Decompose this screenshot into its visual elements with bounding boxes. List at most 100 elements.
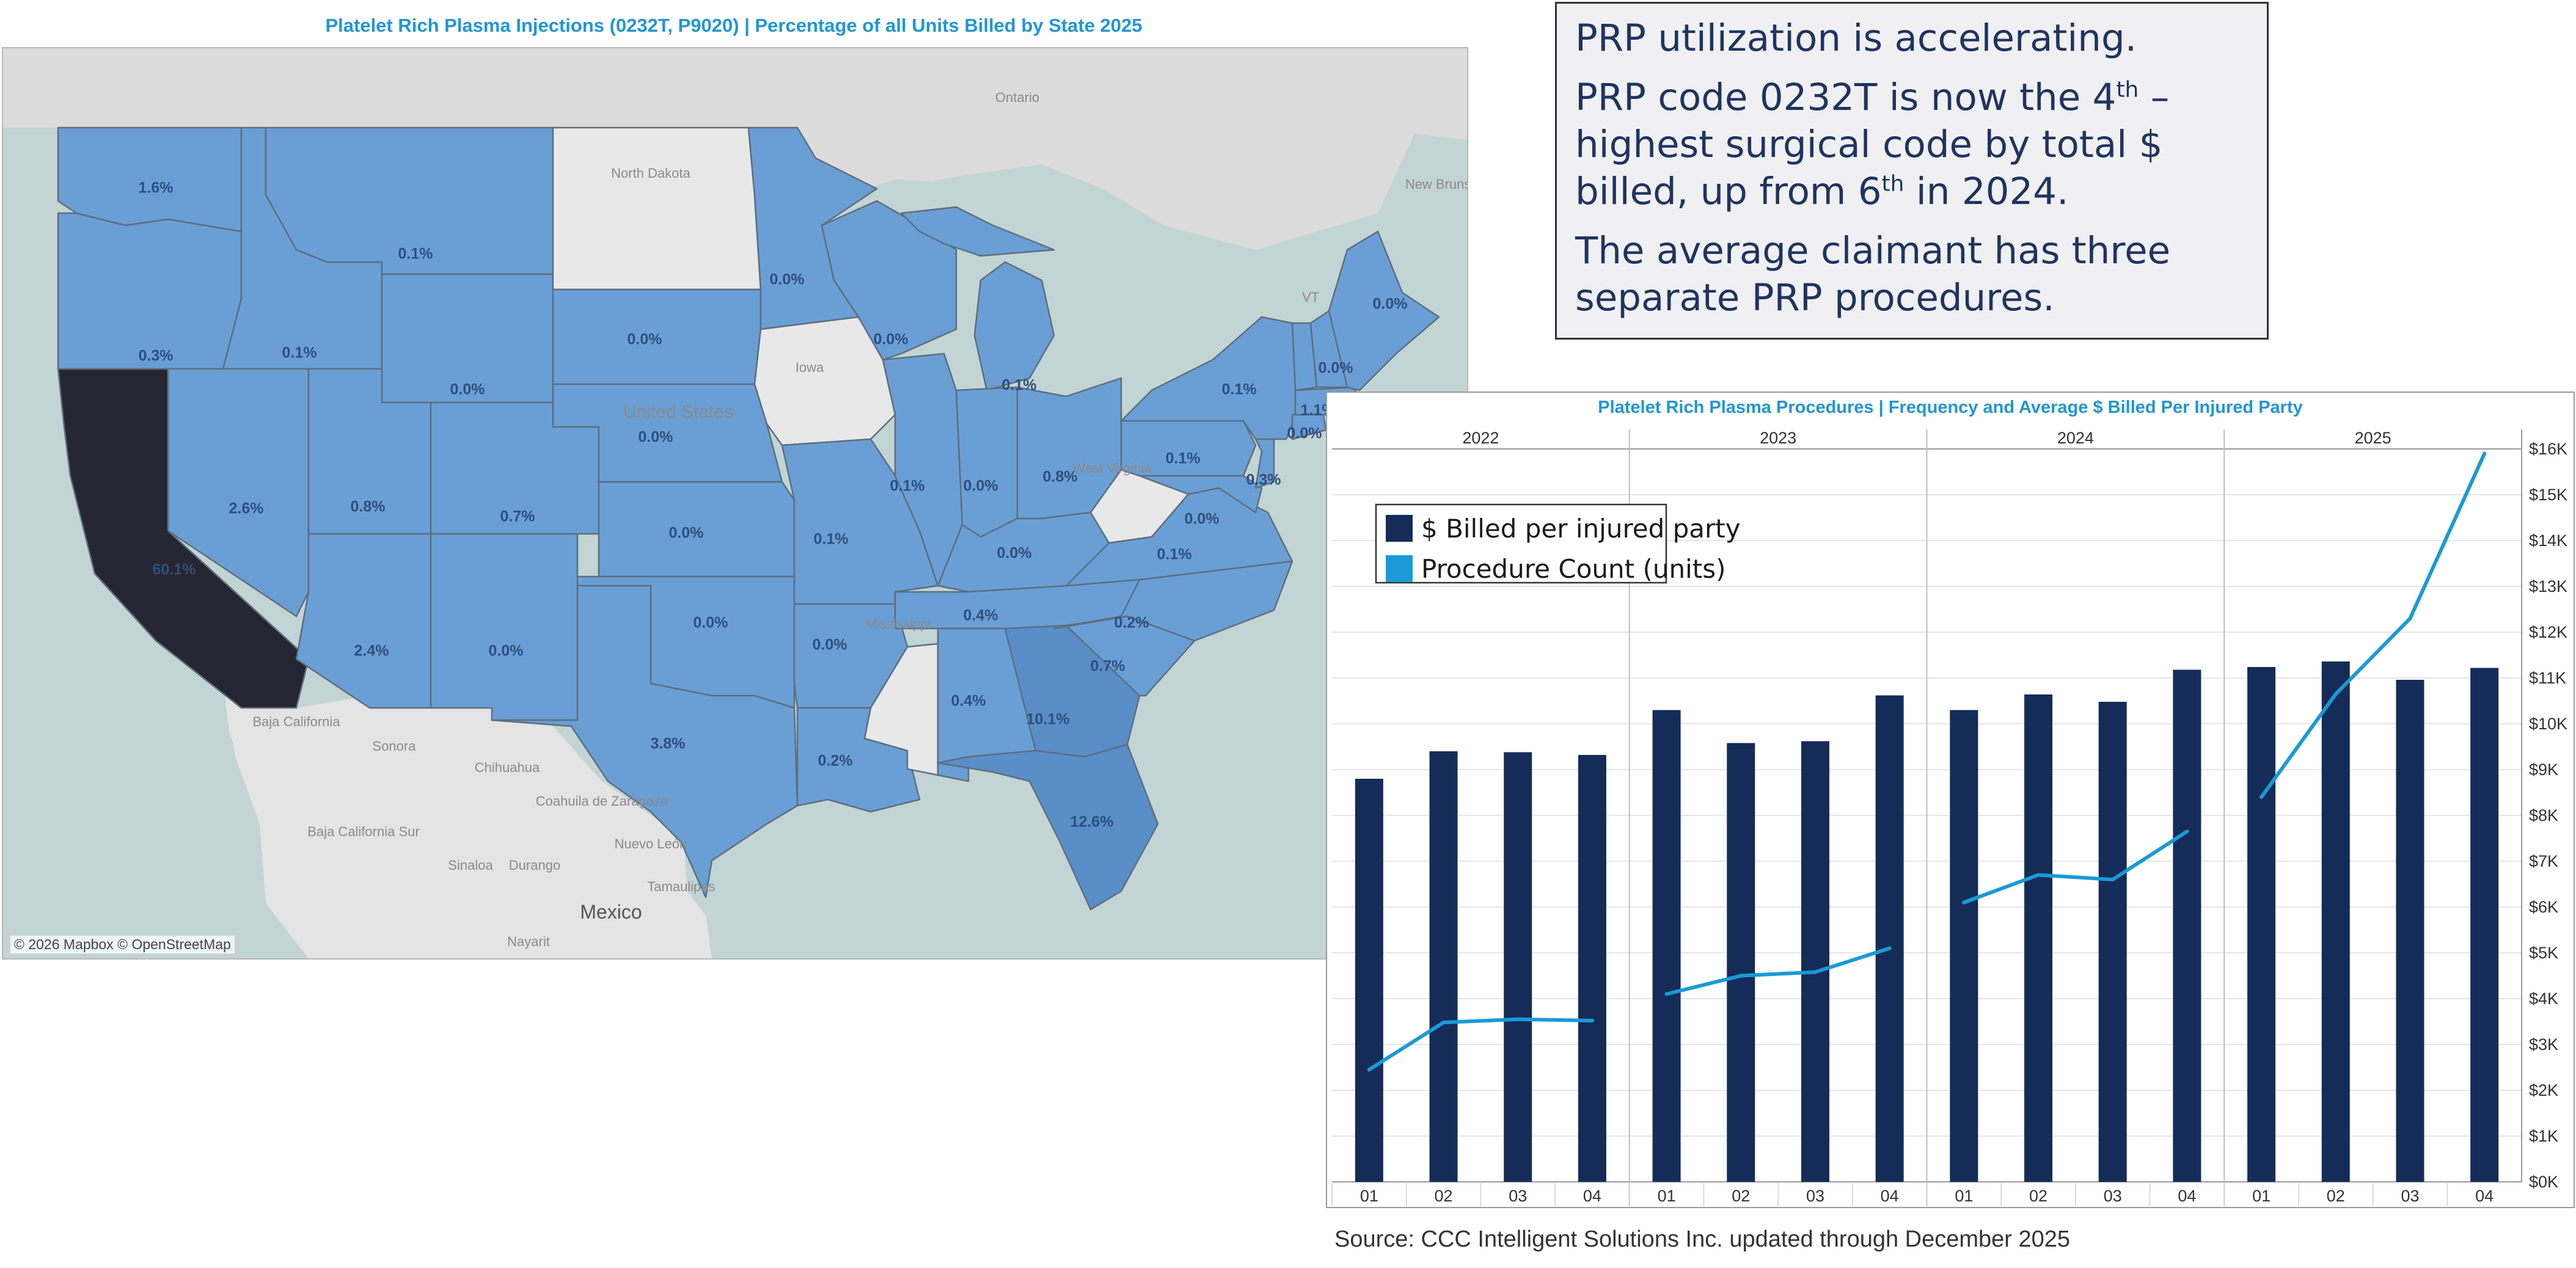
choropleth-map[interactable]: North Dakota Iowa United States West Vir… — [2, 47, 1468, 960]
place-label: Mexico — [580, 901, 642, 923]
insight-callout: PRP utilization is accelerating. PRP cod… — [1555, 2, 2269, 340]
place-label: Sinaloa — [448, 858, 493, 873]
state-value-label: 0.0% — [669, 525, 704, 542]
place-label: New Brunswick — [1405, 177, 1467, 192]
x-tick-label: 01 — [2252, 1187, 2270, 1205]
line-segment[interactable] — [2259, 451, 2487, 799]
line-point[interactable] — [1887, 946, 1892, 950]
state-maine[interactable] — [1328, 230, 1440, 392]
state-value-label: 12.6% — [1070, 814, 1114, 831]
line-point[interactable] — [1664, 992, 1669, 996]
bar[interactable] — [2470, 668, 2499, 1182]
line-point[interactable] — [2408, 616, 2412, 621]
combo-chart[interactable]: $0K $1K $2K $3K $4K $5K $6K $7K $8K $9K $10K $11K $1… — [1327, 393, 2574, 1207]
state-value-label: 0.1% — [1002, 377, 1037, 394]
state-value-label: 10.1% — [1026, 711, 1070, 728]
line-point[interactable] — [2036, 873, 2041, 877]
x-tick-label: 04 — [1583, 1187, 1601, 1205]
state-value-label: 0.0% — [1319, 360, 1353, 377]
bar[interactable] — [1950, 710, 1978, 1182]
state-nevada[interactable] — [167, 368, 310, 618]
line-point[interactable] — [1739, 974, 1743, 978]
legend-label: Procedure Count (units) — [1421, 554, 1725, 584]
bar[interactable] — [2173, 669, 2201, 1182]
state-value-label: 2.4% — [354, 643, 389, 660]
bar[interactable] — [1504, 752, 1532, 1182]
state-value-label: 0.0% — [1287, 425, 1322, 442]
state-value-label: 0.2% — [818, 752, 853, 770]
bar[interactable] — [1727, 743, 1755, 1182]
bar[interactable] — [1578, 755, 1606, 1182]
y-tick-label: $1K — [2529, 1127, 2558, 1145]
state-value-label: 0.8% — [351, 498, 386, 516]
state-north-carolina[interactable] — [1053, 560, 1293, 642]
bar[interactable] — [1801, 741, 1829, 1182]
place-label: Durango — [509, 858, 560, 873]
line-point[interactable] — [1367, 1068, 1371, 1072]
bar[interactable] — [2247, 667, 2276, 1182]
line-segment[interactable] — [1664, 946, 1892, 996]
state-arizona[interactable] — [295, 533, 432, 709]
canada-landmass — [3, 48, 1467, 250]
state-value-label: 0.0% — [813, 636, 847, 654]
bar[interactable] — [1429, 751, 1458, 1182]
chart-title: Platelet Rich Plasma Procedures | Freque… — [1598, 398, 2303, 417]
line-point[interactable] — [2333, 692, 2338, 696]
state-value-label: 1.6% — [139, 180, 174, 197]
state-florida[interactable] — [937, 743, 1159, 911]
state-wisconsin[interactable] — [821, 200, 957, 361]
callout-text: –highest surgical code by total $ billed… — [1575, 76, 2170, 213]
y-tick-label: $9K — [2529, 760, 2558, 779]
state-new-york[interactable] — [1120, 316, 1300, 440]
place-label: Nayarit — [507, 934, 550, 949]
place-label: Iowa — [796, 360, 824, 375]
place-label: Nuevo León — [615, 836, 687, 851]
line-point[interactable] — [2483, 451, 2487, 456]
mexico-landmass — [223, 677, 712, 958]
bar[interactable] — [2321, 661, 2350, 1182]
line-point[interactable] — [1590, 1019, 1594, 1022]
state-value-label: 0.3% — [1246, 472, 1281, 489]
state-mississippi[interactable] — [863, 643, 939, 776]
bar[interactable] — [2098, 702, 2127, 1182]
line-segment[interactable] — [1367, 1017, 1594, 1072]
line-point[interactable] — [1813, 970, 1817, 974]
map-canvas[interactable]: North Dakota Iowa United States West Vir… — [3, 48, 1467, 958]
line-point[interactable] — [1962, 900, 1966, 905]
line-series[interactable] — [1367, 451, 2487, 1072]
state-missouri[interactable] — [781, 438, 939, 605]
bar[interactable] — [1355, 779, 1383, 1182]
bar[interactable] — [2024, 694, 2053, 1182]
state-michigan[interactable] — [973, 261, 1055, 392]
place-label: North Dakota — [611, 166, 690, 181]
place-label: Baja California Sur — [307, 824, 419, 839]
state-michigan-up[interactable] — [900, 206, 1055, 257]
bar[interactable] — [1875, 695, 1904, 1182]
x-tick-label: 02 — [1435, 1187, 1453, 1205]
place-labels: North Dakota Iowa United States West Vir… — [252, 90, 1467, 949]
state-oregon[interactable] — [57, 212, 243, 370]
line-point[interactable] — [1441, 1021, 1446, 1024]
state-new-mexico[interactable] — [430, 533, 579, 721]
chart-panel: $0K $1K $2K $3K $4K $5K $6K $7K $8K $9K $10K $11K $1… — [1326, 392, 2575, 1208]
line-point[interactable] — [2110, 878, 2115, 881]
state-north-dakota[interactable] — [552, 126, 762, 291]
line-point[interactable] — [2259, 795, 2264, 799]
line-segment[interactable] — [1962, 829, 2189, 905]
x-tick-label: 03 — [1509, 1187, 1527, 1205]
great-lakes-water — [846, 180, 1121, 244]
line-point[interactable] — [2185, 829, 2189, 834]
line-point[interactable] — [1516, 1017, 1520, 1021]
state-indiana[interactable] — [955, 386, 1019, 538]
map-attribution[interactable]: © 2026 Mapbox © OpenStreetMap — [10, 936, 235, 953]
bar-series[interactable] — [1355, 661, 2499, 1182]
superscript: th — [1881, 171, 1905, 197]
bar[interactable] — [1652, 710, 1681, 1182]
state-value-label: 0.0% — [639, 429, 673, 446]
bar[interactable] — [2396, 680, 2424, 1182]
legend-swatch — [1386, 555, 1413, 582]
place-label: Coahuila de Zaragoza — [536, 793, 668, 809]
state-value-label: 0.1% — [282, 344, 317, 362]
year-label: 2024 — [2057, 429, 2094, 447]
state-value-labels: 1.6% 0.3% 60.1% 0.1% 0.1% 2.6% 0.0% 0.8% 0.7% 2.4… — [139, 180, 1408, 831]
